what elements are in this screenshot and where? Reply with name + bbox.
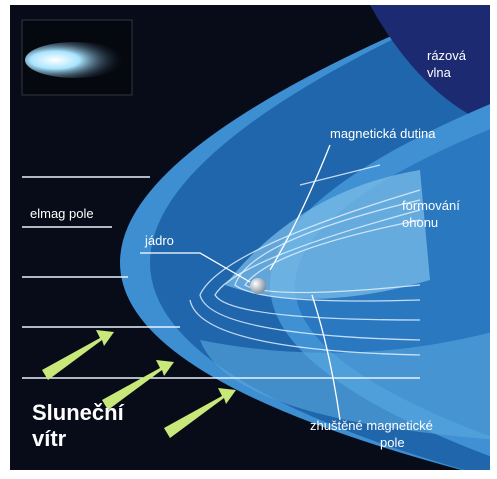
label: elmag pole xyxy=(30,206,94,221)
label: jádro xyxy=(144,233,174,248)
comet-photo-glow xyxy=(25,42,125,78)
label: magnetická dutina xyxy=(330,126,436,141)
nucleus xyxy=(250,278,266,294)
diagram: rázovávlna magnetická dutina formováníoh… xyxy=(0,0,497,479)
